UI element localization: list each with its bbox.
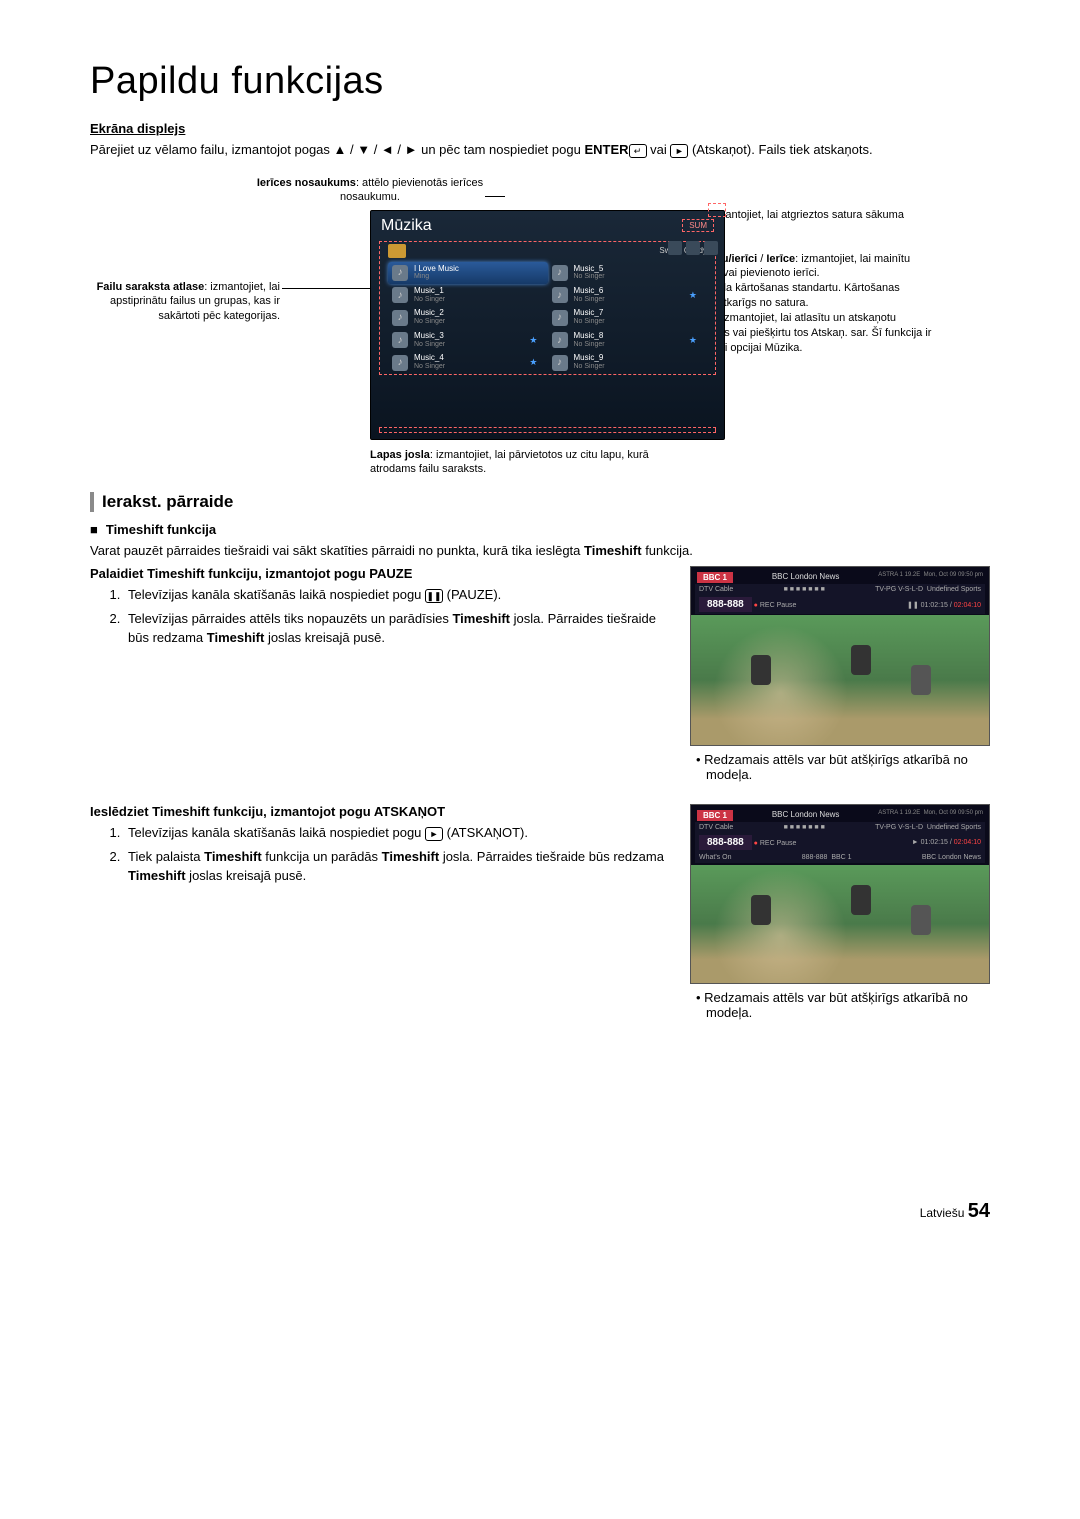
music-note-icon: ♪ bbox=[392, 287, 408, 303]
toolbar-icon bbox=[668, 241, 682, 255]
sum-badge: SUM bbox=[682, 219, 714, 232]
square-bullet: ■ bbox=[90, 522, 98, 537]
folder-icon bbox=[388, 244, 406, 258]
song-item[interactable]: ♪Music_5No Singer bbox=[548, 262, 708, 284]
music-note-icon: ♪ bbox=[552, 355, 568, 371]
play-heading: Ieslēdziet Timeshift funkciju, izmantojo… bbox=[90, 804, 670, 819]
music-note-icon: ♪ bbox=[392, 332, 408, 348]
music-note-icon: ♪ bbox=[392, 265, 408, 281]
music-note-icon: ♪ bbox=[552, 265, 568, 281]
footer: Latviešu 54 bbox=[90, 1200, 990, 1223]
star-icon: ★ bbox=[689, 335, 697, 346]
music-note-icon: ♪ bbox=[552, 287, 568, 303]
pause-heading: Palaidiet Timeshift funkciju, izmantojot… bbox=[90, 566, 670, 581]
page-bar bbox=[379, 427, 716, 433]
song-item[interactable]: ♪Music_3No Singer★ bbox=[388, 329, 548, 351]
music-player: Mūzika SUM Sweet Candy ♪I Love MusicMing… bbox=[370, 210, 725, 440]
song-item[interactable]: ♪Music_7No Singer bbox=[548, 306, 708, 328]
tv-screenshot-pause: BBC 1 BBC London News ASTRA 1 19.2E Mon,… bbox=[690, 566, 990, 746]
timeshift-intro: Varat pauzēt pārraides tiešraidi vai sāk… bbox=[90, 541, 990, 561]
enter-icon: ↵ bbox=[629, 144, 647, 158]
star-icon: ★ bbox=[689, 290, 697, 301]
song-item[interactable]: ♪Music_9No Singer bbox=[548, 351, 708, 373]
music-note-icon: ♪ bbox=[392, 310, 408, 326]
music-note-icon: ♪ bbox=[552, 310, 568, 326]
music-note-icon: ♪ bbox=[392, 355, 408, 371]
intro-text: Pārejiet uz vēlamo failu, izmantojot pog… bbox=[90, 140, 990, 160]
image-note: • Redzamais attēls var būt atšķirīgs atk… bbox=[690, 752, 990, 782]
song-item[interactable]: ♪Music_2No Singer bbox=[388, 306, 548, 328]
play-steps: Televīzijas kanāla skatīšanās laikā nosp… bbox=[124, 823, 670, 886]
page-title: Papildu funkcijas bbox=[90, 60, 990, 103]
song-item[interactable]: ♪I Love MusicMing bbox=[388, 262, 548, 284]
music-diagram: Ierīces nosaukums: attēlo pievienotās ie… bbox=[90, 180, 990, 480]
music-note-icon: ♪ bbox=[552, 332, 568, 348]
star-icon: ★ bbox=[529, 335, 537, 346]
screen-display-heading: Ekrāna displejs bbox=[90, 121, 990, 136]
tv-screenshot-play: BBC 1 BBC London News ASTRA 1 19.2E Mon,… bbox=[690, 804, 990, 984]
timeshift-heading: Timeshift funkcija bbox=[106, 522, 216, 537]
toolbar-icon bbox=[686, 241, 700, 255]
song-item[interactable]: ♪Music_6No Singer★ bbox=[548, 284, 708, 306]
pause-steps: Televīzijas kanāla skatīšanās laikā nosp… bbox=[124, 585, 670, 648]
play-icon: ► bbox=[425, 827, 443, 841]
home-icon bbox=[708, 203, 726, 217]
play-icon: ► bbox=[670, 144, 688, 158]
song-item[interactable]: ♪Music_4No Singer★ bbox=[388, 351, 548, 373]
player-title: Mūzika bbox=[381, 217, 432, 235]
star-icon: ★ bbox=[529, 357, 537, 368]
song-item[interactable]: ♪Music_1No Singer bbox=[388, 284, 548, 306]
section-recording-title: Ierakst. pārraide bbox=[102, 492, 233, 512]
image-note: • Redzamais attēls var būt atšķirīgs atk… bbox=[690, 990, 990, 1020]
toolbar-icon bbox=[704, 241, 718, 255]
song-item[interactable]: ♪Music_8No Singer★ bbox=[548, 329, 708, 351]
pause-icon: ❚❚ bbox=[425, 589, 443, 603]
